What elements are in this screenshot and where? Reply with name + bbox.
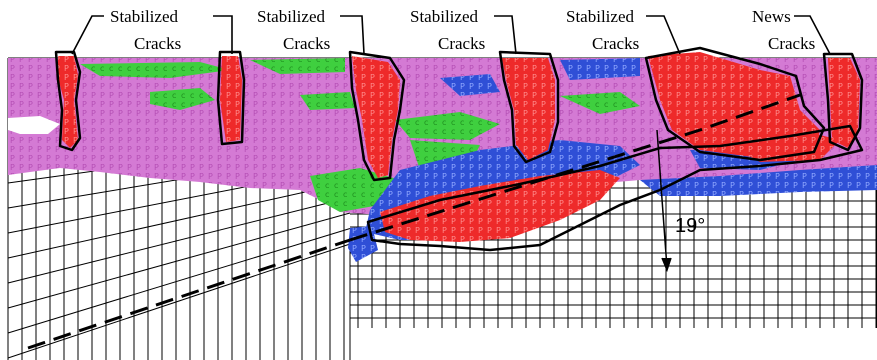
label-stabilized-1-line2: Cracks xyxy=(134,34,181,53)
green-crack-zone xyxy=(250,58,345,74)
new-crack-outline xyxy=(822,52,864,152)
stabilized-crack-outline-5 xyxy=(644,46,826,162)
crack-outlines xyxy=(54,46,864,252)
crack-labels: Stabilized Cracks Stabilized Cracks Stab… xyxy=(110,7,815,53)
label-stabilized-2-line2: Cracks xyxy=(283,34,330,53)
white-gap xyxy=(8,116,60,134)
blue-crack-zone xyxy=(560,58,640,80)
mesh-line xyxy=(7,197,351,284)
red-crack-zone xyxy=(380,170,620,242)
angle-arrow-head xyxy=(661,257,672,273)
mesh-line xyxy=(7,181,351,259)
leader-5 xyxy=(646,15,681,55)
green-crack-zone xyxy=(80,62,230,78)
label-stabilized-3-line2: Cracks xyxy=(438,34,485,53)
label-stabilized-2-line1: Stabilized xyxy=(257,7,325,26)
angle-label: 19° xyxy=(675,215,705,237)
blue-crack-zone xyxy=(640,165,877,196)
angle-indicator xyxy=(656,129,672,273)
label-news-line1: News xyxy=(752,7,791,26)
stabilized-crack-outline-3 xyxy=(348,50,406,182)
stabilized-crack-outline-4 xyxy=(498,50,560,164)
angle-arrow-line xyxy=(656,129,668,269)
stabilized-crack-outline-1 xyxy=(54,50,82,152)
stabilized-crack-outline-2 xyxy=(216,50,246,146)
red-crack-zone xyxy=(502,58,555,160)
mesh-line xyxy=(7,212,351,309)
leader-3 xyxy=(340,15,365,55)
dashed-line-lower xyxy=(27,238,351,350)
blue-crack-zone xyxy=(440,74,500,96)
label-stabilized-1-line1: Stabilized xyxy=(110,7,178,26)
label-stabilized-3-line1: Stabilized xyxy=(410,7,478,26)
label-leaders xyxy=(71,15,831,55)
leader-2 xyxy=(213,15,233,54)
green-crack-zone xyxy=(560,92,640,114)
leader-1 xyxy=(71,15,104,55)
label-news-line2: Cracks xyxy=(768,34,815,53)
label-stabilized-4-line1: Stabilized xyxy=(566,7,634,26)
red-crack-zone xyxy=(828,58,860,148)
mesh-line xyxy=(7,228,351,334)
mesh-line xyxy=(7,243,351,359)
green-crack-zone xyxy=(395,112,500,140)
leader-6 xyxy=(794,15,831,55)
red-crack-zone xyxy=(720,130,840,162)
inclined-crack-outline xyxy=(366,124,864,252)
green-crack-zone xyxy=(150,88,215,110)
inclination-lines xyxy=(27,93,801,350)
dashed-line-upper xyxy=(349,93,801,242)
red-crack-zone xyxy=(220,56,242,142)
red-crack-zone xyxy=(352,56,400,178)
label-stabilized-4-line2: Cracks xyxy=(592,34,639,53)
leader-4 xyxy=(494,15,517,55)
red-crack-zone xyxy=(58,56,78,148)
green-crack-zone xyxy=(300,92,355,110)
